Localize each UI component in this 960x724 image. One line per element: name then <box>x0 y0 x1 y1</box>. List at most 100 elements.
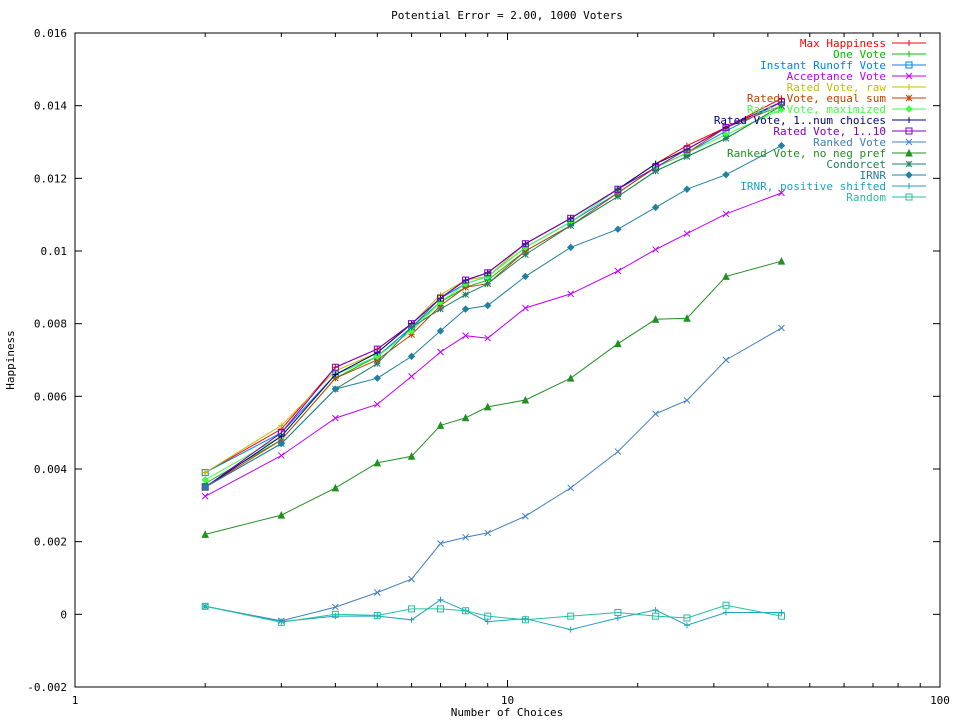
data-point <box>522 512 529 520</box>
y-axis-label: Happiness <box>4 330 17 390</box>
data-point <box>278 433 285 440</box>
data-point <box>373 360 381 367</box>
data-point <box>436 421 445 429</box>
data-point <box>521 272 530 281</box>
data-point <box>332 371 339 378</box>
x-tick-label: 10 <box>501 694 514 707</box>
series-5 <box>201 102 785 491</box>
data-point <box>408 575 415 583</box>
data-point <box>201 492 209 500</box>
data-point <box>331 363 339 371</box>
data-point <box>461 305 470 313</box>
data-point <box>722 135 730 142</box>
data-point <box>778 189 785 197</box>
data-point <box>462 291 469 298</box>
data-point <box>373 374 382 382</box>
data-point <box>522 304 529 312</box>
data-point <box>437 348 444 356</box>
data-point <box>722 601 730 609</box>
data-point <box>777 141 786 150</box>
legend-label: Ranked Vote <box>813 136 886 149</box>
data-point <box>614 225 622 233</box>
data-point <box>461 413 470 422</box>
data-point <box>521 240 529 248</box>
data-point <box>614 339 622 348</box>
data-point <box>722 210 730 218</box>
data-point <box>437 294 445 302</box>
data-point <box>905 193 913 201</box>
data-point <box>905 160 913 168</box>
data-point <box>201 483 209 491</box>
series-line <box>205 260 782 535</box>
data-point <box>437 305 444 313</box>
data-point <box>906 117 912 123</box>
data-point <box>651 315 660 323</box>
data-point <box>201 602 209 610</box>
data-point <box>906 183 912 189</box>
data-point <box>484 612 492 620</box>
data-point <box>722 170 730 179</box>
data-point <box>652 612 660 620</box>
data-point <box>201 492 209 500</box>
data-point <box>332 603 339 611</box>
data-point <box>722 272 730 280</box>
data-point <box>522 251 529 258</box>
series-layer <box>201 95 786 633</box>
data-point <box>906 40 912 46</box>
data-point <box>906 51 912 57</box>
data-point <box>373 589 381 596</box>
legend-label: Rated Vote, 1..num choices <box>714 114 886 127</box>
data-point <box>462 276 470 284</box>
data-point <box>484 269 492 277</box>
data-point <box>201 476 209 484</box>
data-point <box>373 360 381 367</box>
data-point <box>408 616 415 623</box>
data-point <box>905 138 913 146</box>
data-point <box>462 533 469 541</box>
x-axis-label: Number of Choices <box>451 706 564 719</box>
data-point <box>278 422 285 429</box>
y-tick-label: 0.016 <box>34 27 67 40</box>
x-tick-label: 100 <box>930 694 950 707</box>
data-point <box>722 170 730 179</box>
data-point <box>722 123 730 131</box>
data-point <box>614 225 622 233</box>
data-point <box>905 72 913 80</box>
data-point <box>201 530 210 538</box>
data-point <box>906 51 912 57</box>
data-point <box>484 334 492 342</box>
series-line <box>205 604 782 623</box>
data-point <box>567 214 575 222</box>
series-0 <box>202 95 785 476</box>
data-point <box>614 609 622 617</box>
data-point <box>683 153 691 160</box>
data-point <box>484 301 492 310</box>
data-point <box>373 345 381 353</box>
data-point <box>778 324 785 332</box>
data-point <box>683 230 691 237</box>
data-point <box>373 400 381 408</box>
data-point <box>905 61 913 69</box>
data-point <box>436 421 445 429</box>
legend-label: Rated Vote, raw <box>787 81 887 94</box>
data-point <box>778 102 785 110</box>
data-point <box>278 452 285 459</box>
series-line <box>204 192 782 497</box>
data-point <box>522 512 529 520</box>
data-point <box>278 452 285 459</box>
legend-label: Ranked Vote, no neg pref <box>727 147 886 160</box>
data-point <box>614 448 622 455</box>
data-point <box>201 483 209 491</box>
data-point <box>436 327 445 335</box>
legend-label: IRNR <box>860 169 887 182</box>
data-point <box>408 372 415 380</box>
data-point <box>905 61 913 69</box>
data-point <box>331 483 340 492</box>
data-point <box>278 433 285 440</box>
data-point <box>778 324 785 332</box>
data-point <box>331 610 339 618</box>
data-point <box>332 371 339 378</box>
series-10 <box>201 257 786 538</box>
